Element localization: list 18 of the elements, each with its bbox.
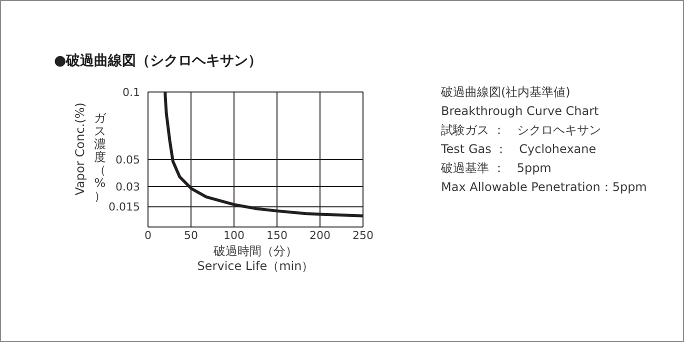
text: Breakthrough Curve Chart — [441, 103, 600, 120]
x-axis-title: 破過時間（分） Service Life（min） — [196, 244, 315, 274]
x-tick-label: 200 — [310, 228, 330, 242]
x-tick-label: 0 — [144, 228, 152, 242]
text: Test Gas ： Cyclohexane — [441, 141, 598, 158]
y-tick-label: 0.03 — [116, 180, 140, 194]
x-tick-label: 250 — [352, 228, 374, 242]
text: 破過基準 ： 5ppm — [441, 160, 552, 177]
x-tick-label: 100 — [224, 228, 244, 242]
y-tick-label: 0.05 — [116, 153, 140, 166]
y-tick-label: 0.015 — [108, 200, 140, 214]
text: 試験ガス ： シクロヘキサン — [441, 122, 602, 139]
text: Max Allowable Penetration：5ppm — [441, 179, 647, 196]
y-tick-label: 0.1 — [122, 86, 140, 99]
x-tick-label: 50 — [184, 228, 198, 242]
text: 破過曲線図(社内基準値) — [441, 84, 572, 101]
chart-title: ●破過曲線図（シクロヘキサン） — [54, 52, 262, 70]
x-tick-label: 150 — [266, 228, 288, 242]
